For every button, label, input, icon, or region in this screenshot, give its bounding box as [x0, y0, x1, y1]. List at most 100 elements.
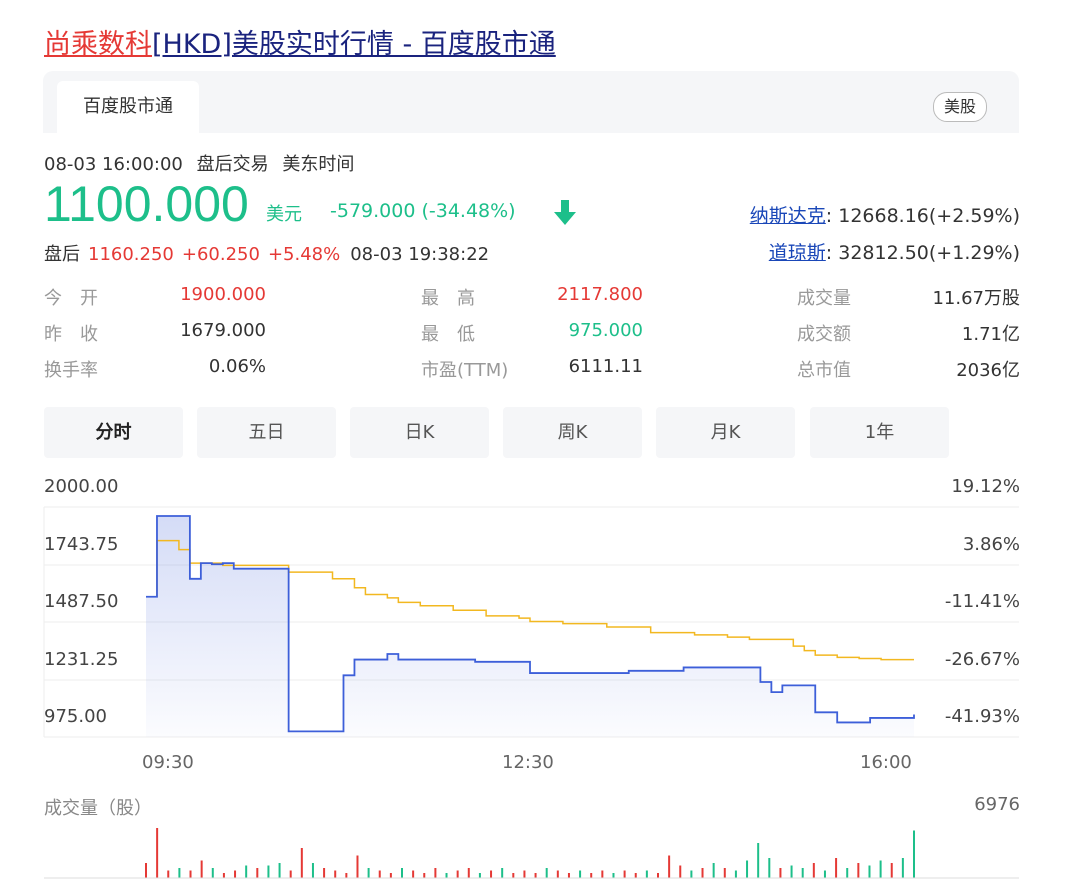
y-left-tick: 1487.50 [44, 591, 119, 612]
volume-bar [823, 870, 826, 878]
volume-bar [545, 868, 548, 878]
period-intraday-button[interactable]: 分时 [44, 407, 183, 458]
volume-bar [701, 868, 704, 878]
volume-bar [846, 868, 849, 878]
stat-amount-label: 成交额 [797, 324, 851, 345]
volume-bar [156, 828, 159, 878]
period-monthly-k-button[interactable]: 月K [656, 407, 795, 458]
y-left-tick: 975.00 [44, 706, 107, 727]
x-tick: 12:30 [502, 752, 554, 773]
volume-bar [200, 860, 203, 878]
volume-bar [445, 873, 448, 878]
volume-bar [690, 870, 693, 878]
volume-bar [311, 863, 314, 878]
stat-marketcap-value: 2036亿 [956, 360, 1020, 381]
volume-bar [835, 858, 838, 878]
after-hours-change: +60.250 [181, 244, 260, 265]
stat-pe-label: 市盈(TTM) [421, 360, 509, 381]
volume-bar [211, 868, 214, 878]
volume-bar [634, 873, 637, 878]
volume-bar [478, 873, 481, 878]
volume-bar [267, 865, 270, 878]
stat-amount-value: 1.71亿 [961, 324, 1020, 345]
volume-max-label: 6976 [974, 794, 1020, 815]
volume-bar [668, 855, 671, 878]
y-left-tick: 1743.75 [44, 534, 119, 555]
volume-bar [601, 870, 604, 878]
volume-bar [890, 863, 893, 878]
stat-volume-label: 成交量 [797, 288, 851, 309]
series-line-price [146, 515, 915, 733]
volume-bar [712, 863, 715, 878]
page-title-link[interactable]: [HKD]美股实时行情 - 百度股市通 [152, 29, 556, 60]
volume-bar [378, 870, 381, 878]
period-daily-k-button[interactable]: 日K [350, 407, 489, 458]
after-hours-time: 08-03 19:38:22 [350, 244, 490, 265]
after-hours-percent: +5.48% [267, 244, 341, 265]
y-right-tick: -11.41% [944, 591, 1020, 612]
index-nasdaq-link[interactable]: 纳斯达克 [749, 205, 826, 227]
quote-timezone: 美东时间 [282, 154, 355, 175]
y-left-tick: 2000.00 [44, 476, 119, 497]
y-right-tick: -26.67% [944, 649, 1020, 670]
volume-bar [222, 873, 225, 878]
quote-meta: 08-03 16:00:00 盘后交易 美东时间 [44, 150, 362, 176]
volume-bar [913, 830, 915, 878]
period-1year-button[interactable]: 1年 [810, 407, 949, 458]
volume-bar [567, 873, 570, 878]
volume-bar [245, 865, 248, 878]
after-hours-row: 盘后 1160.250 +60.250 +5.48% 08-03 19:38:22 [44, 240, 489, 266]
volume-bar [323, 868, 326, 878]
stock-name-link[interactable]: 尚乘数科 [44, 29, 152, 60]
stat-open-label: 今 开 [44, 288, 98, 309]
stat-prev-close-value: 1679.000 [180, 320, 266, 341]
volume-bar [145, 863, 147, 878]
index-dow-value: : 32812.50(+1.29%) [825, 242, 1020, 264]
volume-bar [512, 873, 515, 878]
market-badge[interactable]: 美股 [932, 92, 987, 122]
quote-datetime: 08-03 16:00:00 [44, 154, 183, 175]
volume-bar [579, 870, 582, 878]
series-line-avg [146, 539, 914, 661]
index-nasdaq: 纳斯达克: 12668.16(+2.59%) [750, 201, 1020, 228]
current-price: 1100.000 [44, 176, 249, 232]
volume-bar [434, 868, 437, 878]
volume-bar [423, 873, 426, 878]
y-right-tick: -41.93% [944, 706, 1020, 727]
volume-bar [412, 870, 415, 878]
volume-bar [768, 858, 771, 878]
period-5day-button[interactable]: 五日 [197, 407, 336, 458]
stat-marketcap-label: 总市值 [797, 360, 851, 381]
index-dow-link[interactable]: 道琼斯 [768, 242, 826, 264]
volume-bar [456, 870, 459, 878]
volume-bar [300, 848, 303, 878]
volume-bar [801, 868, 804, 878]
volume-bar [779, 868, 782, 878]
volume-bar [746, 860, 749, 878]
period-weekly-k-button[interactable]: 周K [503, 407, 642, 458]
index-nasdaq-value: : 12668.16(+2.59%) [825, 205, 1020, 227]
volume-bars [44, 828, 1019, 879]
volume-bar [657, 873, 659, 878]
volume-bar [401, 868, 403, 878]
stat-volume-value: 11.67万股 [932, 288, 1020, 309]
quote-session: 盘后交易 [196, 154, 269, 175]
tab-baidu-gushitong[interactable]: 百度股市通 [57, 81, 199, 133]
stat-open-value: 1900.000 [180, 284, 266, 305]
volume-bar [612, 873, 615, 878]
price-area-fill [146, 515, 914, 737]
volume-bar [590, 873, 593, 878]
y-right-tick: 3.86% [962, 534, 1020, 555]
volume-bar [534, 873, 537, 878]
x-tick: 09:30 [142, 752, 194, 773]
volume-bar [857, 863, 860, 878]
stat-turnover-label: 换手率 [44, 360, 98, 381]
x-tick: 16:00 [860, 752, 912, 773]
stat-turnover-value: 0.06% [208, 356, 266, 377]
volume-bar [790, 865, 793, 878]
price-change: -579.000 (-34.48%) [330, 200, 516, 222]
volume-bar [334, 870, 337, 878]
after-hours-label: 盘后 [44, 244, 80, 265]
volume-bar [868, 865, 871, 878]
